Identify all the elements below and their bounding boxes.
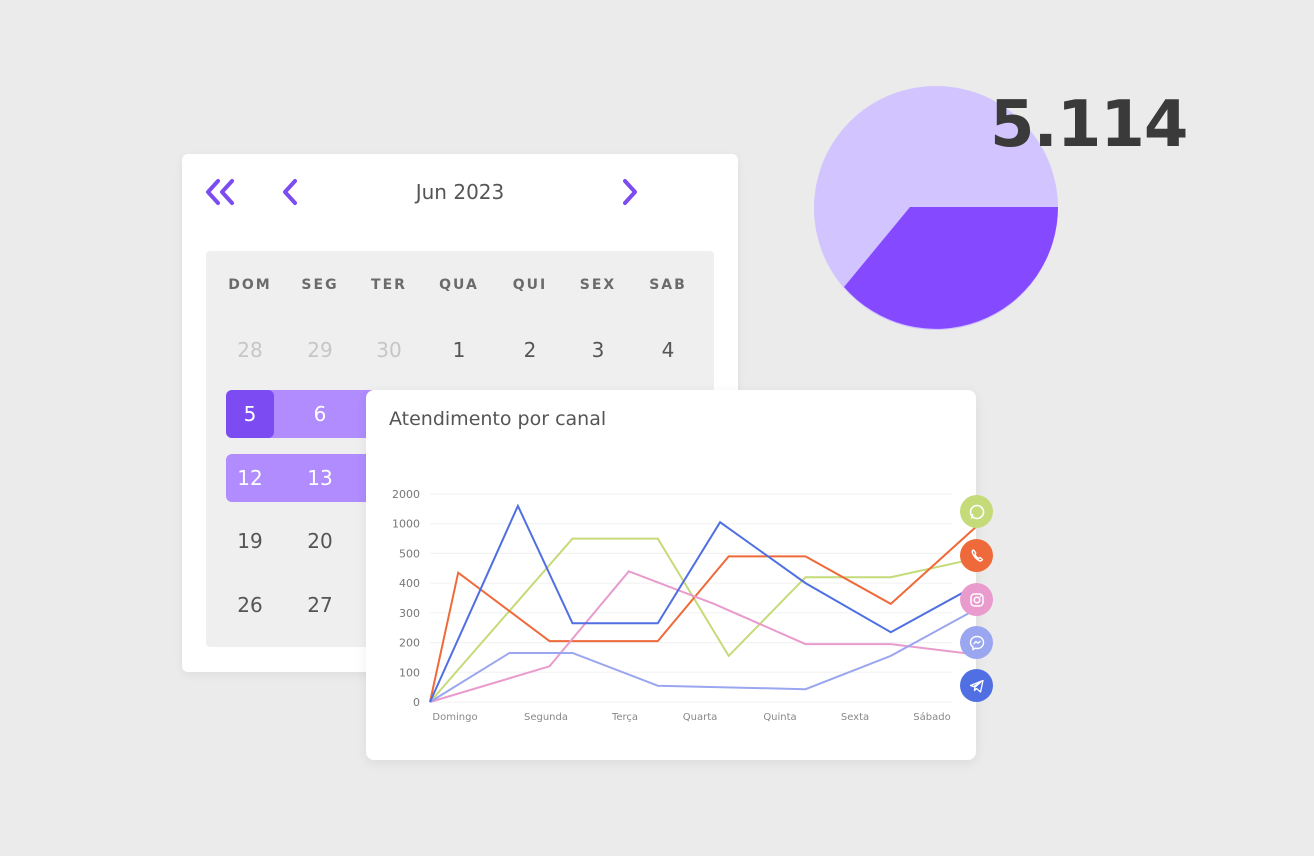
y-tick-label: 0 — [413, 696, 420, 709]
day-cell[interactable]: 4 — [661, 338, 675, 362]
day-cell[interactable]: 30 — [376, 338, 402, 362]
chevron-right-icon — [623, 179, 637, 205]
channel-badge-phone[interactable] — [960, 539, 993, 572]
day-cell-in-range[interactable]: 12 — [237, 466, 263, 490]
channel-badge-telegram[interactable] — [960, 669, 993, 702]
series-line-phone — [429, 525, 976, 703]
day-cell[interactable]: 2 — [523, 338, 537, 362]
channel-badge-whatsapp[interactable] — [960, 495, 993, 528]
x-tick-label: Sexta — [841, 712, 869, 723]
calendar-nav: Jun 2023 — [182, 170, 738, 214]
day-cell[interactable]: 3 — [591, 338, 605, 362]
calendar-month-title: Jun 2023 — [415, 180, 505, 204]
pie-slice-dark — [844, 207, 1058, 329]
telegram-icon — [969, 679, 984, 693]
day-cell[interactable]: 1 — [452, 338, 466, 362]
x-tick-label: Segunda — [524, 712, 568, 723]
channel-chart-card: Atendimento por canal 2000 1000 500 400 300 2… — [366, 390, 993, 760]
channel-badge-messenger[interactable] — [960, 626, 993, 659]
day-cell-in-range[interactable]: 13 — [307, 466, 333, 490]
messenger-icon — [969, 635, 984, 651]
total-count: 5.114 — [990, 88, 1188, 162]
prev-month-button[interactable] — [280, 170, 302, 214]
weekday-header: TER — [371, 277, 407, 293]
series-line-telegram — [429, 503, 976, 703]
whatsapp-icon — [969, 504, 984, 519]
pie-chart — [814, 86, 1058, 330]
chart-title: Atendimento por canal — [389, 408, 607, 430]
x-tick-label: Domingo — [432, 712, 477, 723]
next-month-button[interactable] — [618, 170, 640, 214]
y-tick-label: 1000 — [392, 518, 420, 531]
prev-year-button[interactable] — [204, 170, 238, 214]
series-line-instagram — [429, 570, 976, 703]
weekday-header: SEG — [301, 277, 339, 293]
x-tick-label: Terça — [611, 712, 638, 723]
x-tick-label: Sábado — [913, 711, 950, 723]
y-tick-label: 2000 — [392, 488, 420, 501]
y-tick-label: 200 — [399, 637, 420, 650]
y-tick-label: 400 — [399, 577, 420, 590]
weekday-header: QUA — [439, 277, 479, 293]
y-tick-label: 100 — [399, 666, 420, 679]
chevron-left-icon — [283, 179, 297, 205]
day-cell[interactable]: 28 — [237, 338, 263, 362]
phone-icon — [971, 548, 983, 562]
channel-badge-instagram[interactable] — [960, 583, 993, 616]
day-cell[interactable]: 26 — [237, 593, 263, 617]
weekday-header: DOM — [228, 277, 272, 293]
series-line-whatsapp — [429, 537, 976, 703]
weekday-header: SAB — [649, 277, 687, 293]
day-cell-selected-start[interactable]: 5 — [226, 390, 274, 438]
x-tick-label: Quarta — [683, 712, 718, 723]
day-cell[interactable]: 20 — [307, 529, 333, 553]
weekday-header: SEX — [579, 277, 617, 293]
y-tick-label: 300 — [399, 607, 420, 620]
series-line-messenger — [429, 608, 976, 703]
weekday-header: QUI — [512, 277, 548, 293]
instagram-icon — [969, 592, 984, 607]
day-cell[interactable]: 29 — [307, 338, 333, 362]
y-tick-label: 500 — [399, 547, 420, 560]
day-cell[interactable]: 19 — [237, 529, 263, 553]
selected-range-band — [226, 454, 376, 502]
day-cell[interactable]: 27 — [307, 593, 333, 617]
double-chevron-left-icon — [206, 179, 234, 205]
x-tick-label: Quinta — [763, 712, 796, 723]
day-cell-in-range[interactable]: 6 — [313, 402, 327, 426]
